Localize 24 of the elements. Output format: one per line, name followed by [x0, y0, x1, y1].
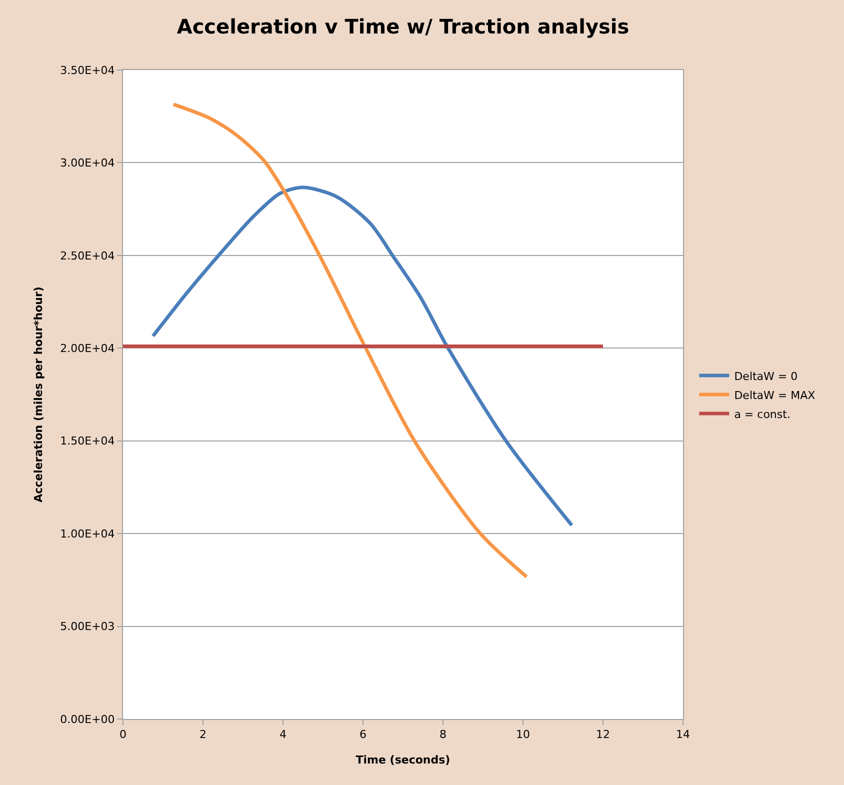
y-tick-label: 2.50E+04 — [60, 249, 115, 262]
legend-label: DeltaW = MAX — [734, 388, 816, 402]
y-tick-label: 2.00E+04 — [60, 342, 115, 355]
line-series — [172, 102, 528, 579]
y-tick-label: 1.50E+04 — [60, 434, 115, 448]
x-tick-label: 10 — [516, 728, 530, 742]
chart-title: Acceleration v Time w/ Traction analysis — [176, 14, 630, 39]
legend-label: DeltaW = 0 — [734, 370, 798, 383]
y-tick-label: 5.00E+03 — [60, 620, 115, 634]
x-tick-label: 2 — [200, 728, 206, 742]
x-axis-title: Time (seconds) — [356, 753, 450, 766]
y-tick-label: 3.00E+04 — [60, 156, 115, 170]
x-tick-label: 12 — [596, 728, 610, 742]
x-tick-label: 14 — [676, 728, 690, 742]
x-tick-label: 6 — [360, 728, 366, 742]
y-tick-label: 0.00E+00 — [60, 712, 115, 726]
y-tick-label: 1.00E+04 — [60, 527, 115, 540]
x-tick-label: 4 — [280, 728, 286, 742]
line-series — [151, 186, 574, 527]
y-tick-label: 3.50E+04 — [60, 64, 115, 77]
x-tick-label: 0 — [120, 728, 126, 742]
legend-label: a = const. — [734, 408, 790, 421]
x-tick-label: 8 — [440, 728, 446, 742]
y-axis-title: Acceleration (miles per hour*hour) — [32, 286, 45, 502]
